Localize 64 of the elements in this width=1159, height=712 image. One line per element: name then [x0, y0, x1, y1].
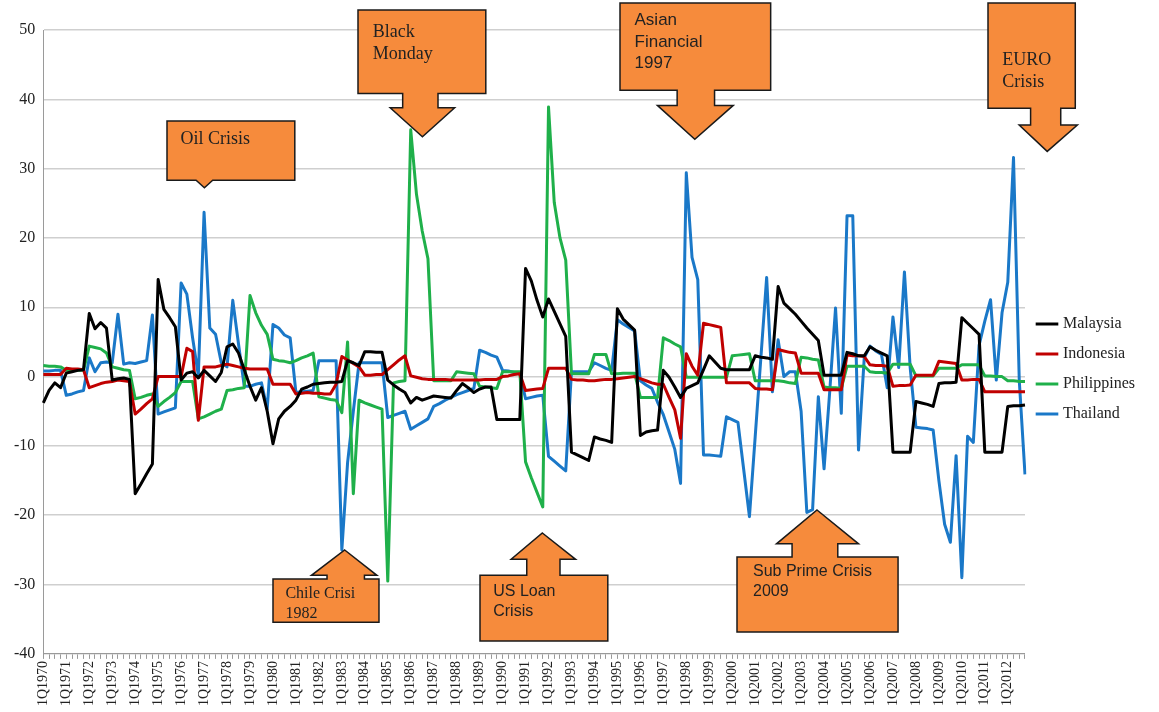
annotation: Sub Prime Crisis 2009	[752, 560, 874, 601]
x-tick-label: 1Q1992	[540, 660, 556, 707]
y-tick-label: -20	[14, 505, 36, 523]
annotation: US Loan Crisis	[493, 581, 557, 622]
x-tick-label: 1Q1999	[700, 660, 716, 707]
y-tick-label: -30	[14, 574, 36, 592]
x-tick-label: 1Q1996	[632, 660, 648, 707]
y-tick-label: 40	[19, 89, 36, 107]
x-tick-label: 1Q2000	[723, 660, 739, 707]
x-tick-label: 1Q2005	[838, 660, 854, 707]
x-tick-label: 1Q2003	[792, 660, 808, 707]
x-tick-label: 1Q1997	[655, 660, 670, 707]
x-tick-label: 1Q1986	[402, 660, 418, 707]
x-tick-label: 1Q1979	[241, 660, 257, 707]
x-tick-label: 1Q2001	[746, 660, 762, 707]
x-tick-label: 1Q1994	[586, 660, 602, 707]
x-tick-label: 1Q1970	[35, 660, 50, 707]
x-tick-label: 1Q2006	[861, 660, 877, 707]
x-tick-label: 1Q1988	[448, 660, 464, 707]
x-tick-label: 1Q1987	[425, 660, 441, 707]
x-tick-label: 1Q2007	[884, 660, 900, 707]
x-tick-label: 1Q1978	[218, 660, 234, 707]
annotation: Asian Financial 1997	[634, 9, 704, 74]
x-tick-label: 1Q1981	[287, 660, 303, 707]
annotation: Oil Crisis	[180, 126, 251, 150]
x-tick-label: 1Q1974	[126, 660, 142, 707]
x-tick-label: 1Q1973	[103, 660, 119, 707]
x-tick-label: 1Q1985	[379, 660, 395, 707]
x-tick-label: 1Q1972	[80, 660, 96, 707]
annotation: EURO Crisis	[1002, 47, 1053, 93]
annotation: Black Monday	[372, 19, 434, 65]
x-tick-label: 1Q2009	[930, 660, 946, 707]
legend-label: Indonesia	[1062, 344, 1126, 362]
y-tick-label: -10	[14, 436, 36, 454]
y-tick-label: -40	[14, 644, 36, 662]
legend-label: Thailand	[1062, 404, 1120, 422]
y-tick-label: 20	[19, 228, 36, 246]
x-tick-label: 1Q1990	[494, 660, 510, 707]
x-tick-label: 1Q1971	[57, 660, 73, 707]
x-tick-label: 1Q2011	[976, 660, 992, 706]
y-tick-label: 30	[19, 158, 36, 176]
x-tick-label: 1Q1977	[195, 660, 211, 707]
y-tick-label: 0	[27, 366, 36, 384]
legend-label: Philippines	[1062, 374, 1136, 393]
x-tick-label: 1Q1980	[264, 660, 280, 707]
x-tick-label: 1Q2010	[953, 660, 969, 707]
x-tick-label: 1Q1989	[471, 660, 487, 707]
x-tick-label: 1Q1984	[356, 660, 372, 707]
x-tick-label: 1Q1993	[563, 660, 579, 707]
y-tick-label: 10	[19, 297, 36, 315]
x-tick-label: 1Q1995	[609, 660, 625, 707]
legend-label: Malaysia	[1062, 314, 1122, 333]
x-tick-label: 1Q1975	[149, 660, 165, 707]
y-tick-label: 50	[19, 20, 36, 38]
x-tick-label: 1Q1982	[310, 660, 326, 707]
x-tick-label: 1Q2012	[999, 660, 1015, 707]
x-tick-label: 1Q2004	[815, 660, 831, 707]
x-tick-label: 1Q2008	[907, 660, 923, 707]
x-tick-label: 1Q1983	[333, 660, 349, 707]
x-tick-label: 1Q1991	[517, 660, 533, 707]
x-tick-label: 1Q2002	[769, 660, 785, 707]
x-tick-label: 1Q1998	[677, 660, 693, 707]
x-tick-label: 1Q1976	[172, 660, 188, 707]
annotation: Chile Crisi 1982	[285, 583, 357, 624]
